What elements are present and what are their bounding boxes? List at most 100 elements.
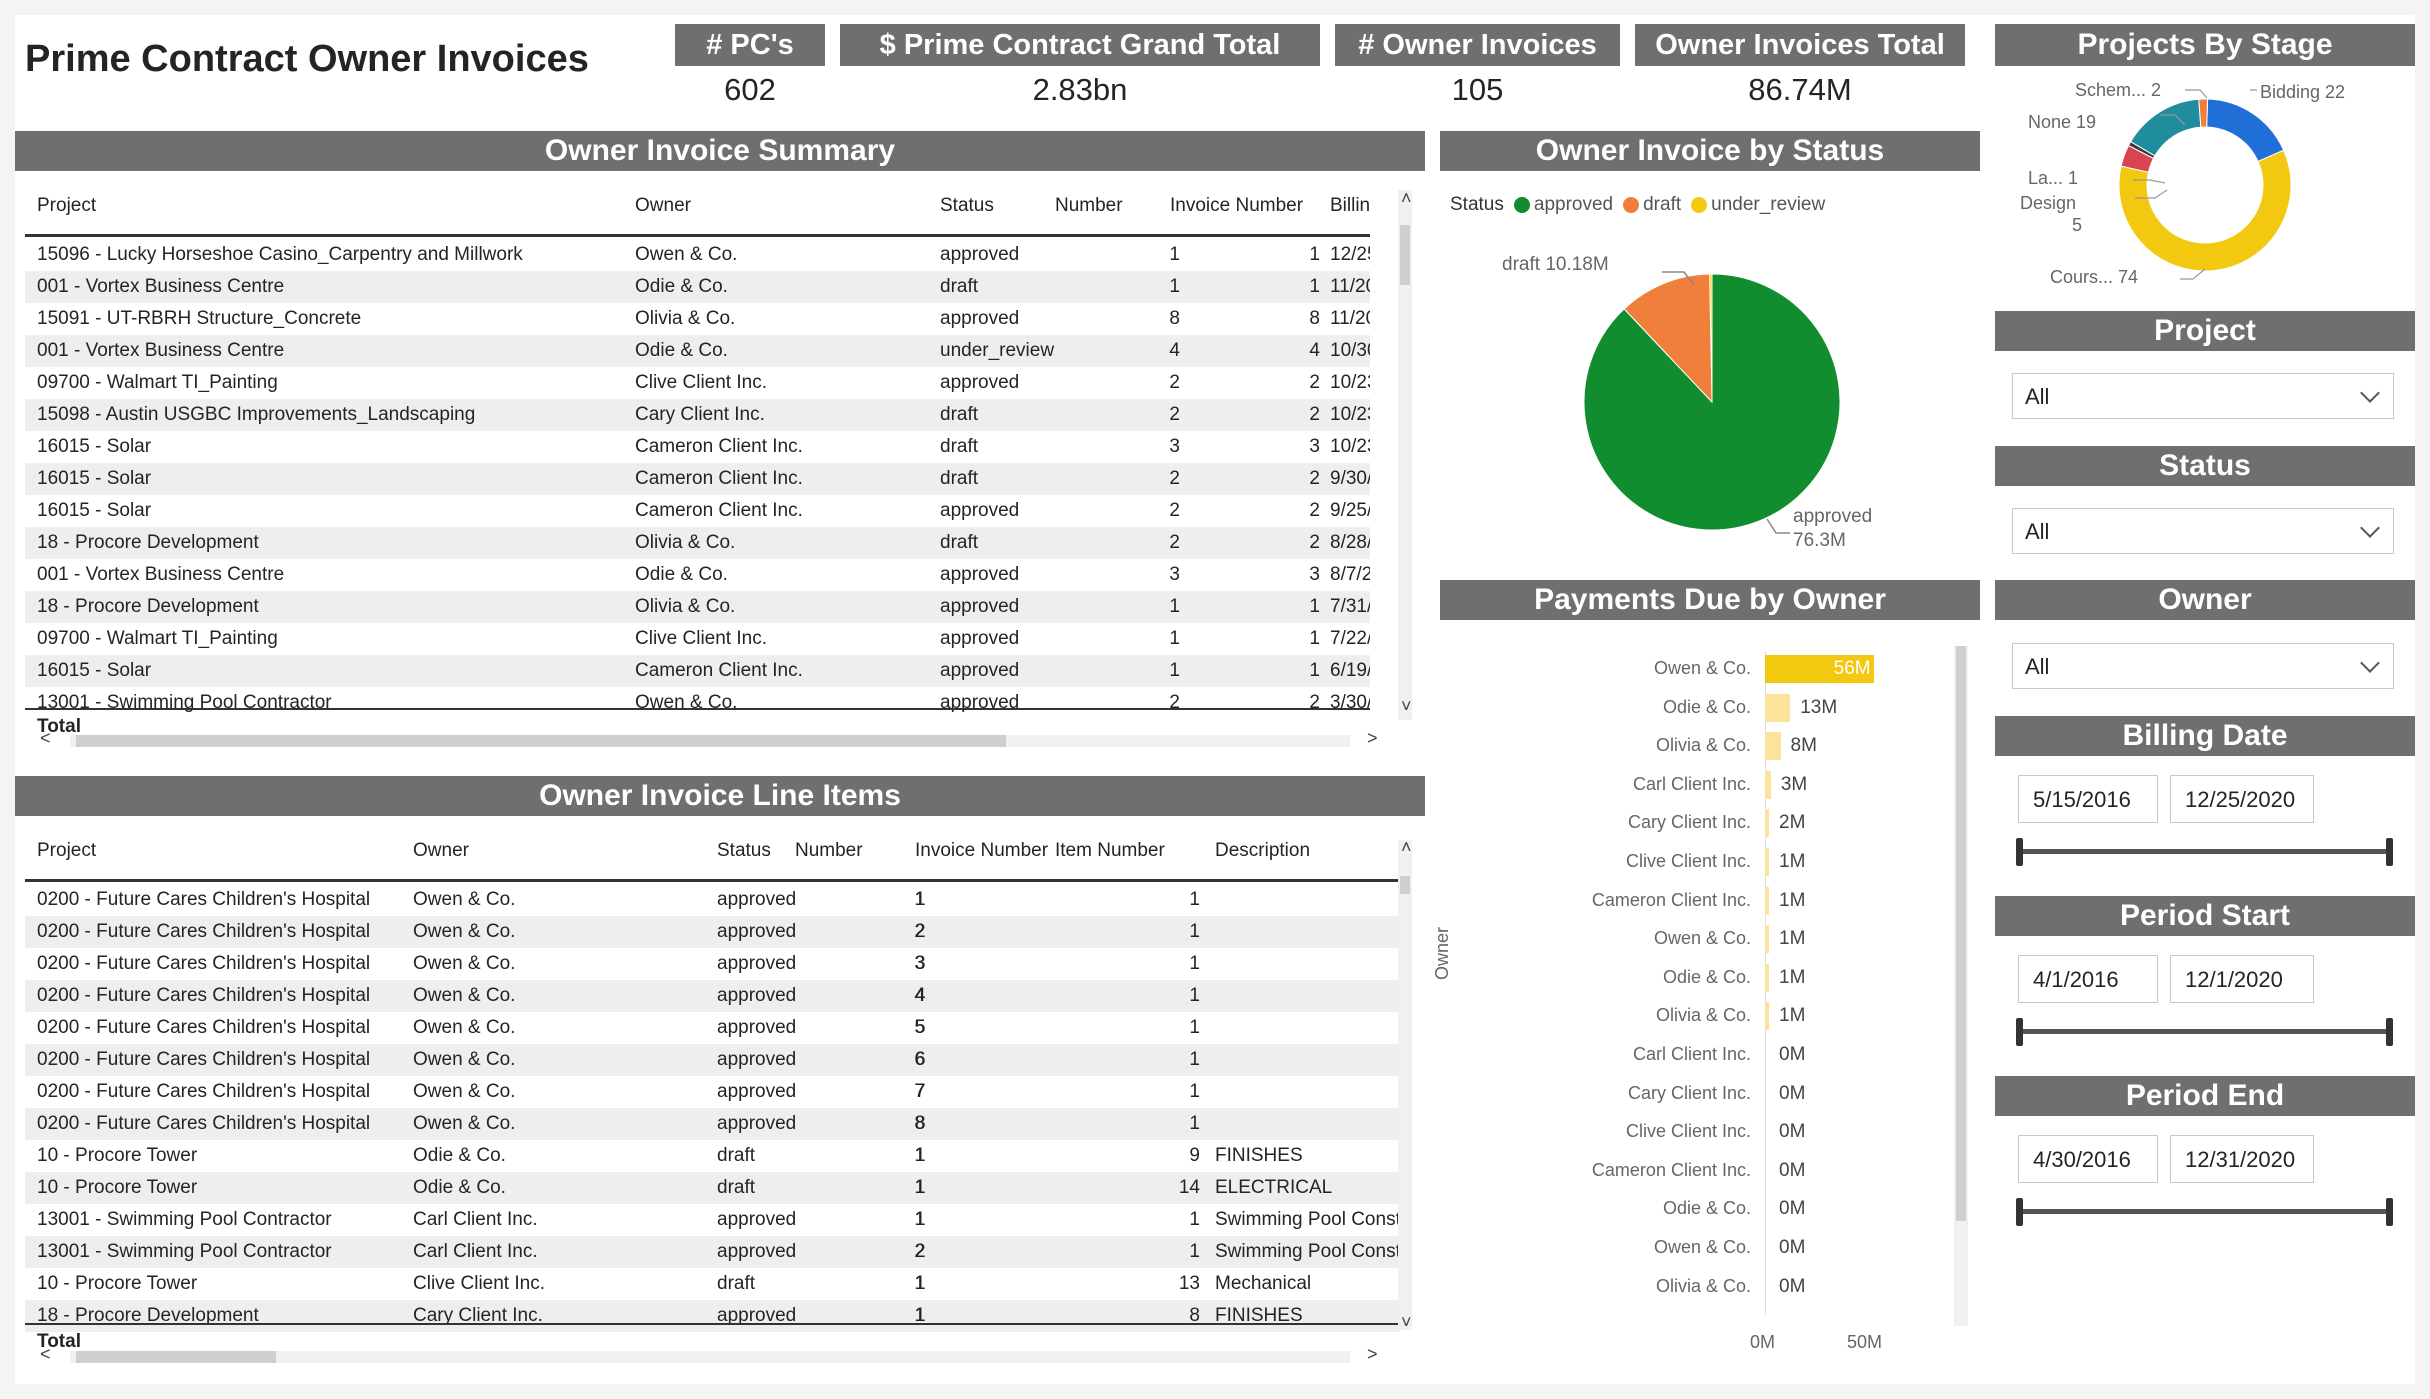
payment-bar[interactable] (1765, 848, 1769, 876)
table-row[interactable]: 001 - Vortex Business Centre Odie & Co. ap… (25, 559, 1370, 591)
table-row[interactable]: 13001 - Swimming Pool Contractor Owen & C… (25, 687, 1370, 719)
table-row[interactable]: 15098 - Austin USGBC Improvements_Landsc… (25, 399, 1370, 431)
stage-donut-chart[interactable] (1995, 70, 2415, 300)
summary-scroll-right-icon[interactable]: > (1367, 728, 1378, 748)
billing-date-slider-start-handle[interactable] (2016, 838, 2023, 866)
payment-bar[interactable] (1765, 732, 1781, 761)
column-header[interactable]: Owner (413, 840, 469, 861)
line-items-scroll-down-icon[interactable]: ˅ (1401, 1312, 1412, 1332)
table-row[interactable]: 16015 - Solar Cameron Client Inc. approved… (25, 655, 1370, 687)
payment-bar[interactable] (1765, 809, 1769, 838)
payments-vscroll-thumb[interactable] (1956, 646, 1966, 1221)
pie-slice-draft[interactable] (1623, 273, 1713, 404)
line-items-scroll-left-icon[interactable]: < (40, 1344, 51, 1364)
table-row[interactable]: 13001 - Swimming Pool Contractor Carl Cli… (25, 1204, 1400, 1236)
line-items-vscroll-thumb[interactable] (1400, 876, 1410, 894)
column-header[interactable]: Number (1055, 195, 1123, 216)
line-items-hscroll-thumb[interactable] (76, 1351, 276, 1363)
period-start-slider-end-handle[interactable] (2386, 1018, 2393, 1046)
payments-bar-chart[interactable]: Owen & Co. 56M Odie & Co. 13M Olivia & Co. 8M… (1440, 640, 1980, 1360)
period-end-start-input[interactable]: 4/30/2016 (2018, 1135, 2158, 1183)
summary-hscroll[interactable] (30, 733, 1390, 747)
legend-draft-label[interactable]: draft (1643, 194, 1682, 215)
table-row[interactable]: 10 - Procore Tower Odie & Co. draft 1 1 9 FINI… (25, 1140, 1400, 1172)
billing-date-slider-track[interactable] (2020, 849, 2390, 854)
payment-bar[interactable] (1765, 655, 1874, 683)
billing-date-end-input[interactable]: 12/25/2020 (2170, 775, 2314, 823)
column-header[interactable]: Billing Date (1330, 195, 1370, 216)
period-start-slider-start-handle[interactable] (2016, 1018, 2023, 1046)
table-row[interactable]: 13001 - Swimming Pool Contractor Carl Cli… (25, 1236, 1400, 1268)
period-start-slider-track[interactable] (2020, 1029, 2390, 1034)
donut-slice-schematic[interactable] (2198, 98, 2209, 128)
table-row[interactable]: 0200 - Future Cares Children's Hospital O… (25, 1108, 1400, 1140)
table-row[interactable]: 18 - Procore Development Olivia & Co. appr… (25, 591, 1370, 623)
summary-hscroll-thumb[interactable] (76, 735, 1006, 747)
payment-bar[interactable] (1765, 693, 1791, 722)
table-row[interactable]: 0200 - Future Cares Children's Hospital O… (25, 884, 1400, 916)
table-row[interactable]: 001 - Vortex Business Centre Odie & Co. un… (25, 335, 1370, 367)
line-items-hscroll[interactable] (30, 1349, 1390, 1363)
line-items-hscroll-track[interactable] (70, 1351, 1350, 1363)
payments-vscroll[interactable] (1954, 646, 1968, 1326)
column-header[interactable]: Project (37, 840, 97, 861)
column-header[interactable]: Invoice Number (1170, 195, 1304, 216)
period-end-slider-start-handle[interactable] (2016, 1198, 2023, 1226)
summary-vscroll-thumb[interactable] (1400, 225, 1410, 285)
summary-scroll-up-icon[interactable]: ˄ (1401, 188, 1412, 208)
column-header[interactable]: Status (717, 840, 771, 861)
summary-scroll-left-icon[interactable]: < (40, 728, 51, 748)
status-dropdown[interactable]: All (2012, 508, 2394, 554)
table-row[interactable]: 18 - Procore Development Olivia & Co. draf… (25, 527, 1370, 559)
table-row[interactable]: 15091 - UT-RBRH Structure_Concrete Olivia… (25, 303, 1370, 335)
project-dropdown[interactable]: All (2012, 373, 2394, 419)
table-row[interactable]: 10 - Procore Tower Clive Client Inc. draft… (25, 1268, 1400, 1300)
table-row[interactable]: 09700 - Walmart TI_Painting Clive Client … (25, 623, 1370, 655)
owner-dropdown[interactable]: All (2012, 643, 2394, 689)
project-chevron-down-icon[interactable] (2360, 383, 2380, 403)
payment-bar[interactable] (1765, 770, 1771, 799)
period-end-slider-track[interactable] (2020, 1209, 2390, 1214)
donut-slice-course-of-construction[interactable] (2118, 149, 2292, 272)
payment-bar[interactable] (1765, 886, 1769, 915)
payment-bar[interactable] (1765, 925, 1769, 954)
column-header[interactable]: Owner (635, 195, 691, 216)
table-row[interactable]: 001 - Vortex Business Centre Odie & Co. dr… (25, 271, 1370, 303)
table-row[interactable]: 16015 - Solar Cameron Client Inc. approved… (25, 495, 1370, 527)
table-row[interactable]: 0200 - Future Cares Children's Hospital O… (25, 948, 1400, 980)
table-row[interactable]: 15096 - Lucky Horseshoe Casino_Carpentry… (25, 239, 1370, 271)
column-header[interactable]: Status (940, 195, 994, 216)
donut-slice-bidding[interactable] (2206, 98, 2285, 163)
table-row[interactable]: 0200 - Future Cares Children's Hospital O… (25, 1044, 1400, 1076)
period-start-start-input[interactable]: 4/1/2016 (2018, 955, 2158, 1003)
table-row[interactable]: 16015 - Solar Cameron Client Inc. draft 2 2 9… (25, 463, 1370, 495)
column-header[interactable]: Number (795, 840, 863, 861)
table-row[interactable]: 09700 - Walmart TI_Painting Clive Client … (25, 367, 1370, 399)
summary-vscroll[interactable] (1398, 190, 1412, 720)
table-row[interactable]: 0200 - Future Cares Children's Hospital O… (25, 1012, 1400, 1044)
column-header[interactable]: Item Number (1055, 840, 1165, 861)
period-start-end-input[interactable]: 12/1/2020 (2170, 955, 2314, 1003)
column-header[interactable]: Description (1215, 840, 1311, 861)
legend-approved-label[interactable]: approved (1533, 194, 1614, 215)
payment-bar[interactable] (1765, 963, 1769, 992)
period-end-end-input[interactable]: 12/31/2020 (2170, 1135, 2314, 1183)
table-row[interactable]: 16015 - Solar Cameron Client Inc. draft 3 3 1… (25, 431, 1370, 463)
legend-under-review-label[interactable]: under_review (1711, 194, 1826, 215)
billing-date-slider-end-handle[interactable] (2386, 838, 2393, 866)
table-row[interactable]: 0200 - Future Cares Children's Hospital O… (25, 1076, 1400, 1108)
status-pie-chart[interactable] (1440, 225, 1980, 575)
line-items-scroll-right-icon[interactable]: > (1367, 1344, 1378, 1364)
status-chevron-down-icon[interactable] (2360, 518, 2380, 538)
table-row[interactable]: 18 - Procore Development Cary Client Inc.… (25, 1300, 1400, 1332)
table-row[interactable]: 0200 - Future Cares Children's Hospital O… (25, 980, 1400, 1012)
summary-scroll-down-icon[interactable]: ˅ (1401, 696, 1412, 716)
payment-bar[interactable] (1765, 1002, 1769, 1031)
column-header[interactable]: Project (37, 195, 97, 216)
line-items-scroll-up-icon[interactable]: ˄ (1401, 837, 1412, 857)
billing-date-start-input[interactable]: 5/15/2016 (2018, 775, 2158, 823)
donut-slice-none[interactable] (2130, 98, 2202, 157)
owner-chevron-down-icon[interactable] (2360, 653, 2380, 673)
column-header[interactable]: Invoice Number (915, 840, 1049, 861)
line-items-vscroll[interactable] (1398, 840, 1412, 1330)
